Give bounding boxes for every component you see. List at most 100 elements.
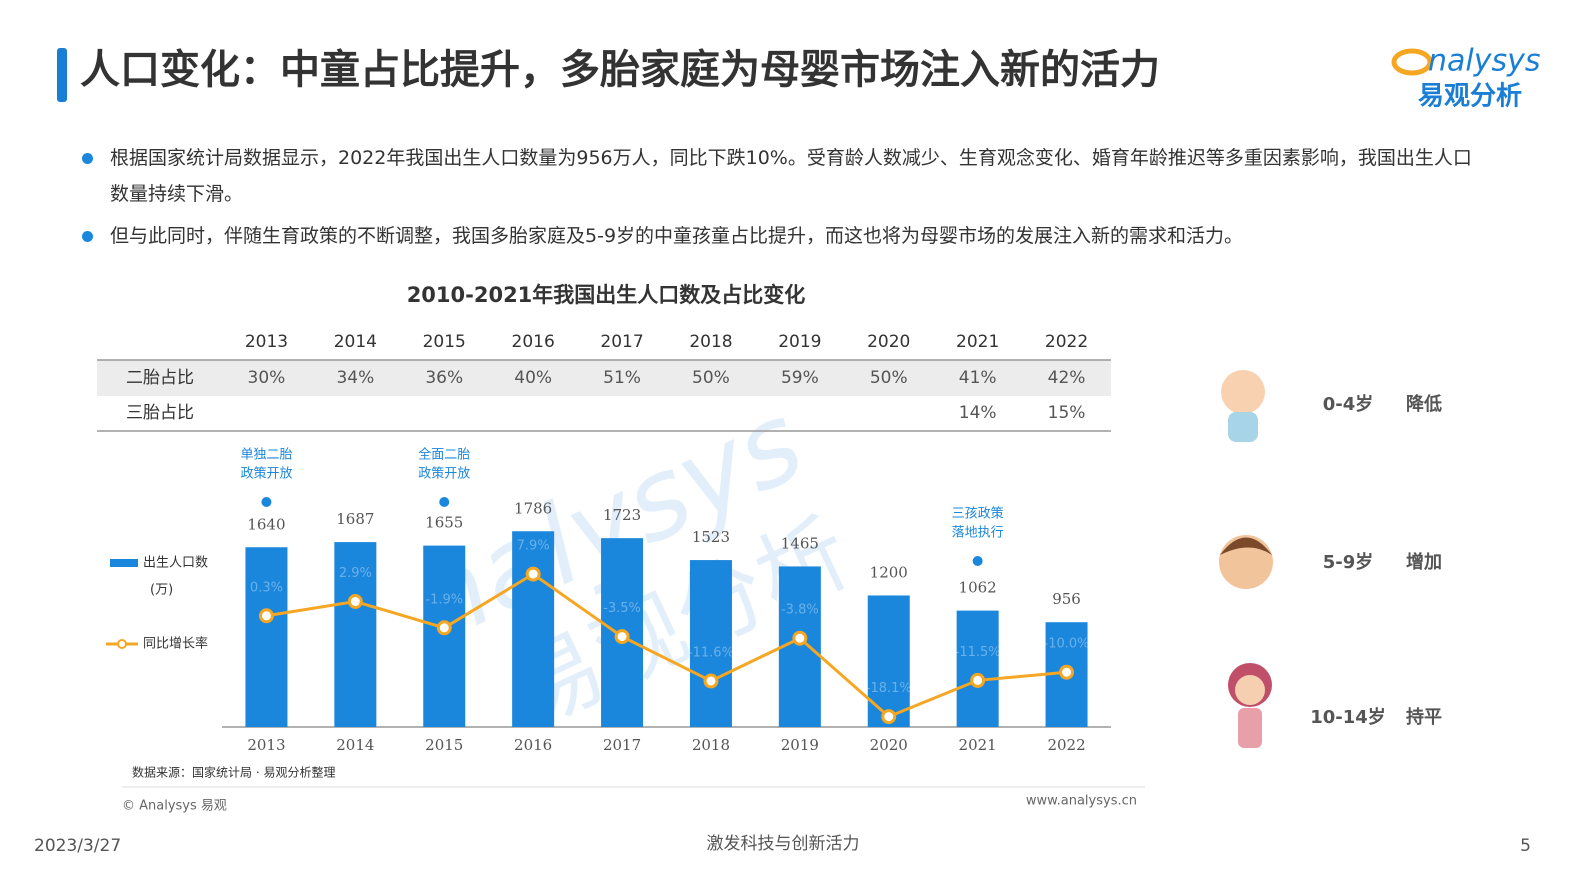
line-marker [881, 709, 897, 725]
table-cell: 36% [425, 368, 463, 388]
line-value-label: 2.9% [339, 566, 372, 581]
table-cell: 40% [514, 368, 552, 388]
bar-value-label: 1723 [603, 506, 641, 524]
bar [423, 545, 466, 727]
source: 数据来源：国家统计局 · 易观分析整理 [132, 765, 335, 780]
x-tick-label: 2018 [692, 736, 730, 754]
slide-title: 人口变化：中童占比提升，多胎家庭为母婴市场注入新的活力 [80, 47, 1160, 93]
bar-value-label: 1655 [425, 514, 463, 532]
table-header: 2021 [956, 332, 999, 352]
annotation-dot [261, 497, 272, 507]
bullet: 根据国家统计局数据显示，2022年我国出生人口数量为956万人，同比下跌10%。… [80, 140, 1480, 212]
age-label: 0-4岁 [1323, 393, 1374, 415]
table-cell: 50% [692, 368, 730, 388]
line-value-label: -3.8% [781, 603, 819, 618]
line-marker [525, 566, 541, 582]
table-row-label: 三胎占比 [126, 403, 194, 423]
bar [245, 547, 288, 727]
x-tick-label: 2016 [514, 736, 552, 754]
annotation: 政策开放 [418, 466, 470, 482]
x-tick-label: 2013 [247, 736, 285, 754]
line-marker [1059, 664, 1075, 680]
line-marker [436, 620, 452, 636]
bar [512, 531, 555, 727]
table-cell: 51% [603, 368, 641, 388]
table-cell: 34% [336, 368, 374, 388]
bar-value-label: 956 [1052, 590, 1081, 608]
x-tick-label: 2014 [336, 736, 374, 754]
x-tick-label: 2022 [1047, 736, 1085, 754]
table-cell: 42% [1048, 368, 1086, 388]
table-header: 2018 [689, 332, 732, 352]
line-value-label: -11.5% [955, 645, 1001, 660]
baby-icon [1221, 370, 1265, 442]
table-header: 2019 [778, 332, 821, 352]
age-label: 10-14岁 [1310, 706, 1386, 728]
legend-label: 同比增长率 [143, 636, 208, 652]
table-cell: 15% [1048, 403, 1086, 423]
line-marker [258, 608, 274, 624]
legend-swatch [110, 559, 138, 567]
bar-value-label: 1687 [336, 510, 374, 528]
x-tick-label: 2021 [959, 736, 997, 754]
table-cell: 59% [781, 368, 819, 388]
table-header: 2015 [423, 332, 466, 352]
annotation: 单独二胎 [240, 448, 292, 463]
girl-icon [1228, 663, 1272, 748]
table-header: 2022 [1045, 332, 1088, 352]
slogan: 激发科技与创新活力 [707, 834, 860, 854]
x-tick-label: 2017 [603, 736, 641, 754]
table-header: 2013 [245, 332, 288, 352]
age-trend: 降低 [1406, 393, 1442, 415]
line-marker [970, 672, 986, 688]
bar-value-label: 1523 [692, 528, 730, 546]
table-cell: 50% [870, 368, 908, 388]
table-header: 2014 [334, 332, 377, 352]
table-header: 2017 [600, 332, 643, 352]
table-header: 2020 [867, 332, 910, 352]
website: www.analysys.cn [1026, 794, 1137, 809]
line-value-label: 7.9% [517, 539, 550, 554]
date: 2023/3/27 [34, 836, 121, 856]
table-row-label: 二胎占比 [126, 368, 194, 388]
age-label: 5-9岁 [1323, 551, 1374, 573]
chart-title: 2010-2021年我国出生人口数及占比变化 [407, 283, 806, 307]
legend-swatch [117, 639, 127, 649]
line-marker [347, 594, 363, 610]
annotation: 三孩政策 [952, 506, 1004, 522]
bar-value-label: 1062 [959, 579, 997, 597]
bullet-list: 根据国家统计局数据显示，2022年我国出生人口数量为956万人，同比下跌10%。… [80, 140, 1480, 260]
age-trend: 增加 [1406, 551, 1442, 573]
x-tick-label: 2020 [870, 736, 908, 754]
logo-brand: nalysys [1428, 44, 1541, 79]
line-value-label: -11.6% [688, 645, 734, 660]
bar [778, 566, 821, 727]
bar-value-label: 1200 [870, 563, 908, 581]
bar-value-label: 1640 [247, 515, 285, 533]
logo-mark [1391, 48, 1433, 76]
line-marker [792, 630, 808, 646]
page-number: 5 [1520, 836, 1531, 856]
table-cell: 30% [248, 368, 286, 388]
logo-name: 易观分析 [1418, 82, 1522, 112]
bar [334, 542, 377, 727]
line-marker [614, 629, 630, 645]
copyright: © Analysys 易观 [122, 799, 227, 814]
table-header: 2016 [512, 332, 555, 352]
line-value-label: -18.1% [866, 681, 912, 696]
x-tick-label: 2019 [781, 736, 819, 754]
annotation: 政策开放 [240, 466, 292, 482]
line-value-label: 0.3% [250, 580, 283, 595]
annotation: 全面二胎 [418, 447, 470, 463]
table-row-bg [97, 360, 1111, 396]
line-value-label: -10.0% [1044, 637, 1090, 652]
line [266, 572, 1067, 719]
line-value-label: -1.9% [425, 592, 463, 607]
annotation-dot [439, 497, 450, 507]
x-tick-label: 2015 [425, 736, 463, 754]
bar-value-label: 1786 [514, 499, 552, 517]
annotation: 落地执行 [952, 526, 1004, 541]
legend-label: 出生人口数 [143, 556, 208, 571]
child-icon [1219, 535, 1273, 589]
age-trend: 持平 [1406, 706, 1442, 728]
